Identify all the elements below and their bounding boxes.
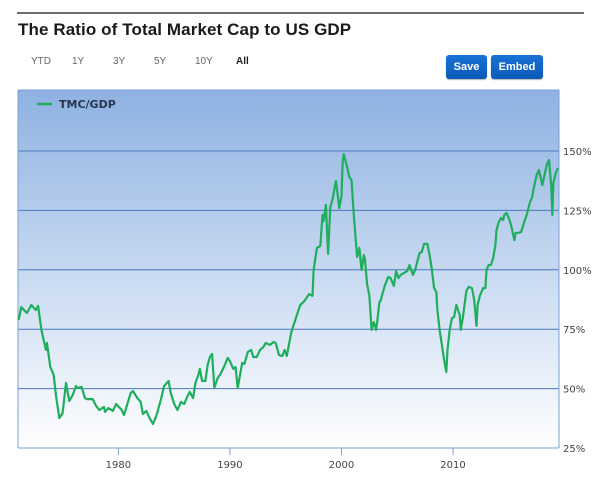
- line-chart: 25% 50% 75% 100% 125% 150% 1980 1990 2000 2010 T…: [17, 89, 592, 471]
- save-button[interactable]: Save: [446, 55, 487, 79]
- range-ytd[interactable]: YTD: [31, 56, 51, 67]
- embed-button[interactable]: Embed: [491, 55, 543, 79]
- range-5y[interactable]: 5Y: [154, 56, 167, 67]
- x-tick-label: 2000: [329, 460, 354, 471]
- chart-container: 25% 50% 75% 100% 125% 150% 1980 1990 2000 2010 T…: [0, 86, 600, 501]
- y-tick-label: 150%: [563, 147, 592, 158]
- header-divider: [17, 12, 584, 14]
- legend[interactable]: TMC/GDP: [37, 98, 116, 111]
- y-tick-label: 125%: [563, 206, 592, 217]
- y-tick-label: 100%: [563, 266, 592, 277]
- y-tick-label: 50%: [563, 385, 585, 396]
- range-selector: YTD 1Y 3Y 5Y 10Y All: [18, 56, 264, 70]
- range-all[interactable]: All: [236, 56, 249, 67]
- chart-title: The Ratio of Total Market Cap to US GDP: [18, 20, 352, 39]
- range-3y[interactable]: 3Y: [113, 56, 126, 67]
- gridlines: [18, 150, 559, 390]
- plot-area: [18, 90, 559, 448]
- range-1y[interactable]: 1Y: [72, 56, 85, 67]
- x-axis: 1980 1990 2000 2010: [106, 448, 466, 471]
- x-tick-label: 1990: [217, 460, 242, 471]
- x-tick-label: 2010: [440, 460, 465, 471]
- legend-label-tmc-gdp: TMC/GDP: [59, 98, 116, 111]
- range-10y[interactable]: 10Y: [195, 56, 213, 67]
- series-line-tmc-gdp[interactable]: [17, 153, 559, 426]
- y-tick-label: 25%: [563, 444, 585, 455]
- x-tick-label: 1980: [106, 460, 131, 471]
- y-tick-label: 75%: [563, 325, 585, 336]
- y-axis: 25% 50% 75% 100% 125% 150%: [563, 147, 592, 455]
